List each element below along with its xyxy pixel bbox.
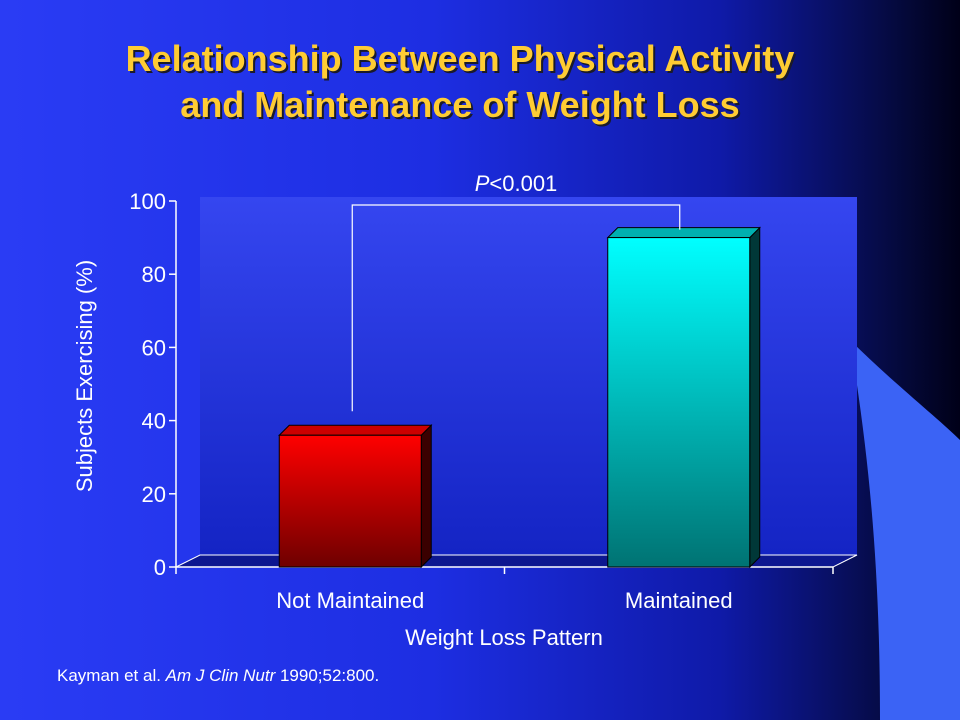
bar-top: [606, 227, 761, 239]
slide-title: Relationship Between Physical Activity a…: [40, 36, 880, 128]
y-tick-label: 40: [142, 409, 166, 434]
citation-authors: Kayman et al.: [57, 666, 166, 685]
citation: Kayman et al. Am J Clin Nutr 1990;52:800…: [57, 666, 379, 686]
x-tick-label: Maintained: [625, 588, 733, 613]
citation-rest: 1990;52:800.: [275, 666, 380, 685]
p-value-symbol: P: [475, 171, 490, 196]
x-tick-label: Not Maintained: [276, 588, 424, 613]
bar-side: [749, 226, 761, 569]
significance-bracket: [351, 204, 681, 412]
y-axis-title: Subjects Exercising (%): [72, 260, 97, 492]
title-line-1: Relationship Between Physical Activity: [125, 38, 795, 79]
title-line-2: and Maintenance of Weight Loss: [180, 84, 740, 125]
p-value-threshold: <0.001: [489, 171, 557, 196]
bar-1: [606, 226, 761, 569]
bar-top: [278, 424, 433, 436]
x-axis-title: Weight Loss Pattern: [405, 625, 603, 650]
y-tick-label: 20: [142, 482, 166, 507]
bar-0: [278, 424, 433, 569]
bar-front: [278, 434, 422, 568]
bar-side: [420, 424, 432, 569]
bar-front: [607, 237, 751, 568]
y-tick-label: 60: [142, 335, 166, 360]
citation-journal: Am J Clin Nutr: [165, 666, 276, 685]
y-tick-label: 80: [142, 262, 166, 287]
y-tick-label: 0: [154, 555, 166, 580]
y-tick-label: 100: [129, 189, 166, 214]
p-value-label: P<0.001: [475, 171, 558, 196]
